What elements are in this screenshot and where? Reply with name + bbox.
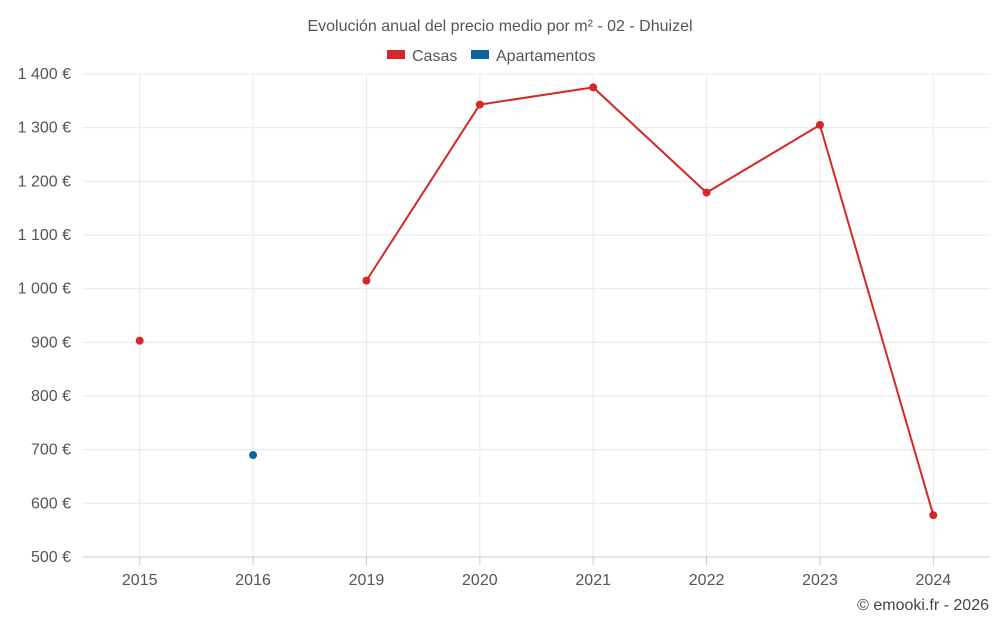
x-tick-label: 2022	[689, 572, 725, 589]
x-tick-label: 2023	[802, 572, 838, 589]
data-point-casas[interactable]	[475, 100, 484, 109]
data-point-casas[interactable]	[589, 83, 598, 92]
y-tick-label: 800 €	[31, 388, 71, 405]
x-tick-label: 2021	[575, 572, 611, 589]
legend-swatch-casas	[387, 50, 405, 59]
chart-title: Evolución anual del precio medio por m² …	[307, 18, 692, 35]
y-tick-label: 900 €	[31, 334, 71, 351]
y-tick-label: 1 300 €	[18, 120, 71, 137]
data-point-casas[interactable]	[135, 336, 144, 345]
y-tick-label: 1 100 €	[18, 227, 71, 244]
legend-item-casas[interactable]: Casas	[387, 48, 457, 65]
legend: Casas Apartamentos	[387, 48, 596, 65]
y-axis-ticks: 500 € 600 € 700 € 800 € 900 € 1 000 € 1 100 € 1…	[18, 66, 71, 566]
data-point-apartamentos[interactable]	[249, 451, 258, 460]
y-tick-label: 600 €	[31, 495, 71, 512]
x-axis-ticks: 2015 2016 2019 2020 2021 2022 2023 2024	[122, 557, 951, 589]
legend-item-apartamentos[interactable]: Apartamentos	[471, 48, 596, 65]
y-tick-label: 700 €	[31, 442, 71, 459]
series-line-casas	[365, 86, 935, 516]
data-point-casas[interactable]	[929, 511, 938, 520]
y-tick-label: 1 200 €	[18, 173, 71, 190]
y-tick-label: 1 000 €	[18, 281, 71, 298]
series-layer	[135, 83, 938, 520]
x-tick-label: 2024	[916, 572, 952, 589]
legend-swatch-apartamentos	[471, 50, 489, 59]
grid	[83, 73, 990, 558]
x-tick-label: 2015	[122, 572, 158, 589]
x-tick-label: 2016	[235, 572, 271, 589]
data-point-casas[interactable]	[362, 276, 371, 285]
data-point-casas[interactable]	[702, 188, 711, 197]
legend-label-apartamentos: Apartamentos	[496, 48, 596, 65]
credit-text: © emooki.fr - 2026	[857, 597, 989, 614]
data-point-casas[interactable]	[815, 120, 824, 129]
y-tick-label: 1 400 €	[18, 66, 71, 83]
legend-label-casas: Casas	[412, 48, 457, 65]
y-tick-label: 500 €	[31, 549, 71, 566]
x-tick-label: 2019	[349, 572, 385, 589]
x-tick-label: 2020	[462, 572, 498, 589]
